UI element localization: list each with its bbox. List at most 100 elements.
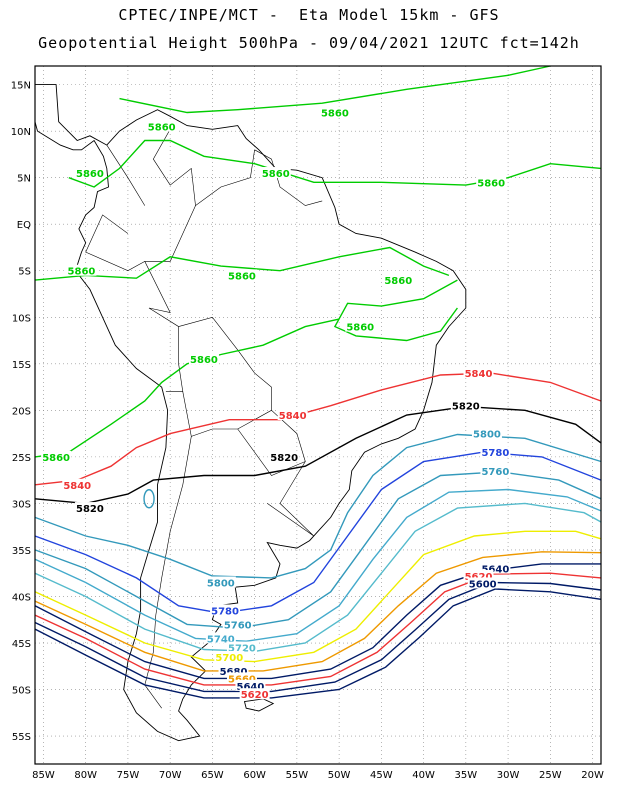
geopotential-contours xyxy=(34,65,602,699)
lon-tick-label: 60W xyxy=(243,770,266,781)
contour-label: 5740 xyxy=(207,634,235,645)
lon-tick-label: 20W xyxy=(581,770,604,781)
contour-label-bg xyxy=(66,264,97,276)
contour-label: 5860 xyxy=(76,169,104,180)
national-border xyxy=(85,214,145,272)
lat-tick-label: 15N xyxy=(11,81,31,92)
contour-labels: 5860 5860 5860 5860 5860 5860 5860 5860 5860 5860… xyxy=(41,106,511,701)
contour-line-5640 xyxy=(34,572,602,686)
contour-label-bg xyxy=(74,167,105,179)
contour-label: 5800 xyxy=(207,579,235,590)
lon-tick-label: 55W xyxy=(286,770,309,781)
island-outline xyxy=(243,698,275,712)
contour-label: 5840 xyxy=(63,481,91,492)
contour-label: 5860 xyxy=(346,323,374,334)
contour-line-5740 xyxy=(34,488,602,642)
contour-line-5800 xyxy=(34,433,602,579)
contour-line-5860 xyxy=(68,139,602,188)
contour-label: 5860 xyxy=(228,271,256,282)
lon-tick-label: 25W xyxy=(539,770,562,781)
contour-label-bg xyxy=(480,446,511,458)
contour-label: 5860 xyxy=(68,267,96,278)
contour-label-bg xyxy=(463,367,494,379)
contour-label: 5820 xyxy=(270,453,298,464)
contour-line-5720 xyxy=(34,502,602,653)
contour-label-bg xyxy=(62,478,93,490)
lat-tick-label: 5N xyxy=(17,174,31,185)
contour-label: 5620 xyxy=(241,690,269,701)
contour-label: 5840 xyxy=(465,369,493,380)
contour-label: 5860 xyxy=(384,276,412,287)
lat-tick-label: EQ xyxy=(17,220,31,231)
contour-label-bg xyxy=(480,562,511,574)
lat-tick-label: 25S xyxy=(12,453,31,464)
map-frame xyxy=(34,65,602,765)
lon-tick-label: 50W xyxy=(328,770,351,781)
lon-tick-label: 30W xyxy=(497,770,520,781)
national-border xyxy=(152,121,255,207)
lat-tick-label: 35S xyxy=(12,546,31,557)
contour-line-5620 xyxy=(34,581,602,693)
contour-label-bg xyxy=(146,120,177,132)
contour-label-bg xyxy=(205,632,236,644)
contour-line-5840 xyxy=(34,372,602,486)
lon-tick-label: 85W xyxy=(32,770,55,781)
lon-tick-label: 80W xyxy=(74,770,97,781)
contour-label: 5640 xyxy=(481,565,509,576)
national-border xyxy=(254,149,323,206)
contour-label: 5780 xyxy=(481,448,509,459)
lat-tick-label: 50S xyxy=(12,686,31,697)
contour-label-bg xyxy=(345,320,376,332)
contour-line-5860 xyxy=(34,246,450,281)
lat-tick-label: 5S xyxy=(18,267,31,278)
contour-line-5660 xyxy=(34,588,602,699)
contour-label: 5860 xyxy=(190,355,218,366)
contour-label: 5640 xyxy=(236,682,264,693)
title-line-1: CPTEC/INPE/MCT - Eta Model 15km - GFS xyxy=(118,6,500,24)
lat-tick-label: 20S xyxy=(12,406,31,417)
contour-label: 5700 xyxy=(215,653,243,664)
contour-label-bg xyxy=(319,106,350,118)
contour-label: 5860 xyxy=(477,178,505,189)
contour-label-bg xyxy=(239,688,270,700)
contour-label-bg xyxy=(480,464,511,476)
lat-tick-label: 40S xyxy=(12,592,31,603)
contour-label-bg xyxy=(277,409,308,420)
contour-label-bg xyxy=(471,427,502,439)
contour-line-5860 xyxy=(333,279,458,342)
national-border xyxy=(267,461,315,537)
lon-tick-label: 70W xyxy=(159,770,182,781)
contour-label: 5860 xyxy=(262,169,290,180)
lat-tick-label: 55S xyxy=(12,732,31,743)
contour-label-bg xyxy=(226,641,257,653)
contour-line-5680 xyxy=(34,551,602,672)
contour-line-5820 xyxy=(34,405,602,505)
lat-tick-label: 15S xyxy=(12,360,31,371)
contour-line-5860 xyxy=(119,65,551,114)
national-border xyxy=(144,436,192,709)
contour-line-5800-closed xyxy=(143,489,155,509)
contour-label-bg xyxy=(476,176,507,188)
contour-label: 5760 xyxy=(224,620,252,631)
lat-lon-grid xyxy=(35,66,601,764)
contour-label-bg xyxy=(383,274,414,286)
contour-label-bg xyxy=(226,672,257,684)
contour-label-bg xyxy=(226,269,257,281)
contour-label-bg xyxy=(214,650,245,662)
lon-tick-label: 35W xyxy=(455,770,478,781)
contour-label-bg xyxy=(467,577,498,589)
contour-label: 5820 xyxy=(76,504,104,515)
lat-tick-label: 10S xyxy=(12,313,31,324)
contour-label-bg xyxy=(260,167,291,179)
contour-label: 5820 xyxy=(452,402,480,413)
lon-tick-label: 75W xyxy=(117,770,140,781)
contour-label: 5600 xyxy=(469,579,497,590)
lon-tick-label: 40W xyxy=(412,770,435,781)
contour-line-5860 xyxy=(34,318,340,458)
contour-label-bg xyxy=(463,570,494,582)
contour-label-bg xyxy=(205,576,236,588)
contour-label: 5720 xyxy=(228,644,256,655)
contour-label: 5840 xyxy=(279,411,307,422)
contour-line-5700 xyxy=(34,530,602,663)
